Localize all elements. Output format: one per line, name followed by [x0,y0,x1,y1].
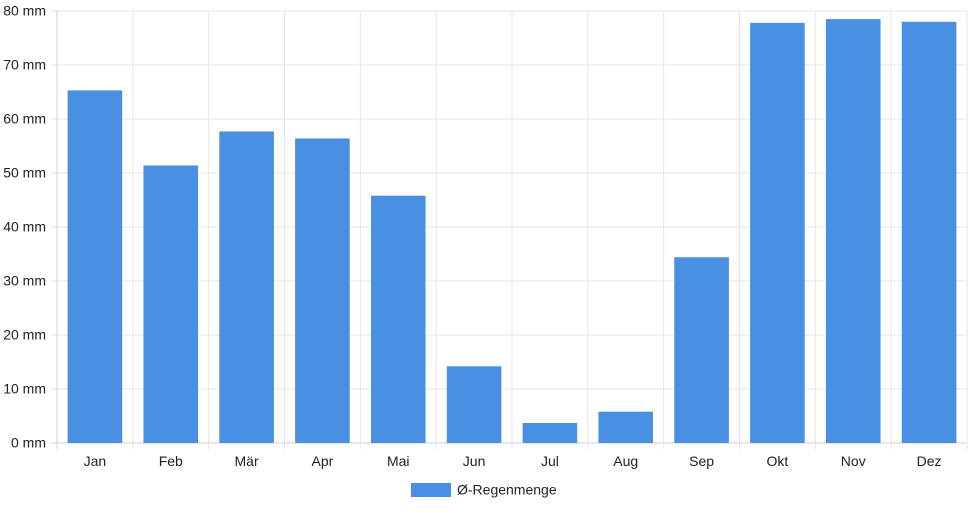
x-tick-label: Mär [235,453,259,469]
y-tick-label: 0 mm [11,435,46,451]
legend-label: Ø-Regenmenge [457,482,557,498]
x-tick-label: Okt [767,453,789,469]
bar-mai[interactable] [370,195,426,443]
x-tick-label: Jul [541,453,559,469]
y-tick-label: 80 mm [3,3,46,19]
x-tick-label: Jun [463,453,486,469]
bar-aug[interactable] [598,411,654,443]
x-tick-label: Nov [841,453,866,469]
bar-nov[interactable] [825,19,881,443]
y-tick-label: 10 mm [3,381,46,397]
x-tick-label: Dez [917,453,942,469]
x-tick-label: Feb [159,453,183,469]
y-tick-label: 50 mm [3,165,46,181]
bar-mär[interactable] [219,131,274,444]
x-axis-labels: Jan Feb Mär Apr Mai Jun Jul Aug Sep Okt Nov Dez [84,453,942,469]
x-tick-label: Mai [387,453,410,469]
legend-swatch [411,483,451,497]
legend[interactable]: Ø-Regenmenge [411,482,557,498]
x-tick-label: Jan [84,453,107,469]
bar-jun[interactable] [446,366,502,443]
bar-jan[interactable] [67,90,123,443]
x-tick-label: Sep [689,453,714,469]
y-tick-label: 60 mm [3,111,46,127]
bar-dez[interactable] [901,21,957,444]
y-tick-label: 70 mm [3,57,46,73]
bar-okt[interactable] [750,22,805,443]
y-tick-label: 30 mm [3,273,46,289]
grid-layer [51,10,968,449]
y-tick-label: 20 mm [3,327,46,343]
bar-sep[interactable] [674,257,729,443]
bar-jul[interactable] [522,423,578,443]
x-tick-label: Apr [312,453,334,469]
bar-apr[interactable] [295,138,350,443]
y-tick-label: 40 mm [3,219,46,235]
x-tick-label: Aug [613,453,638,469]
bars-layer [67,19,957,444]
y-axis-labels: 0 mm 10 mm 20 mm 30 mm 40 mm 50 mm 60 mm 70 mm 8… [3,3,46,451]
bar-feb[interactable] [143,165,199,443]
